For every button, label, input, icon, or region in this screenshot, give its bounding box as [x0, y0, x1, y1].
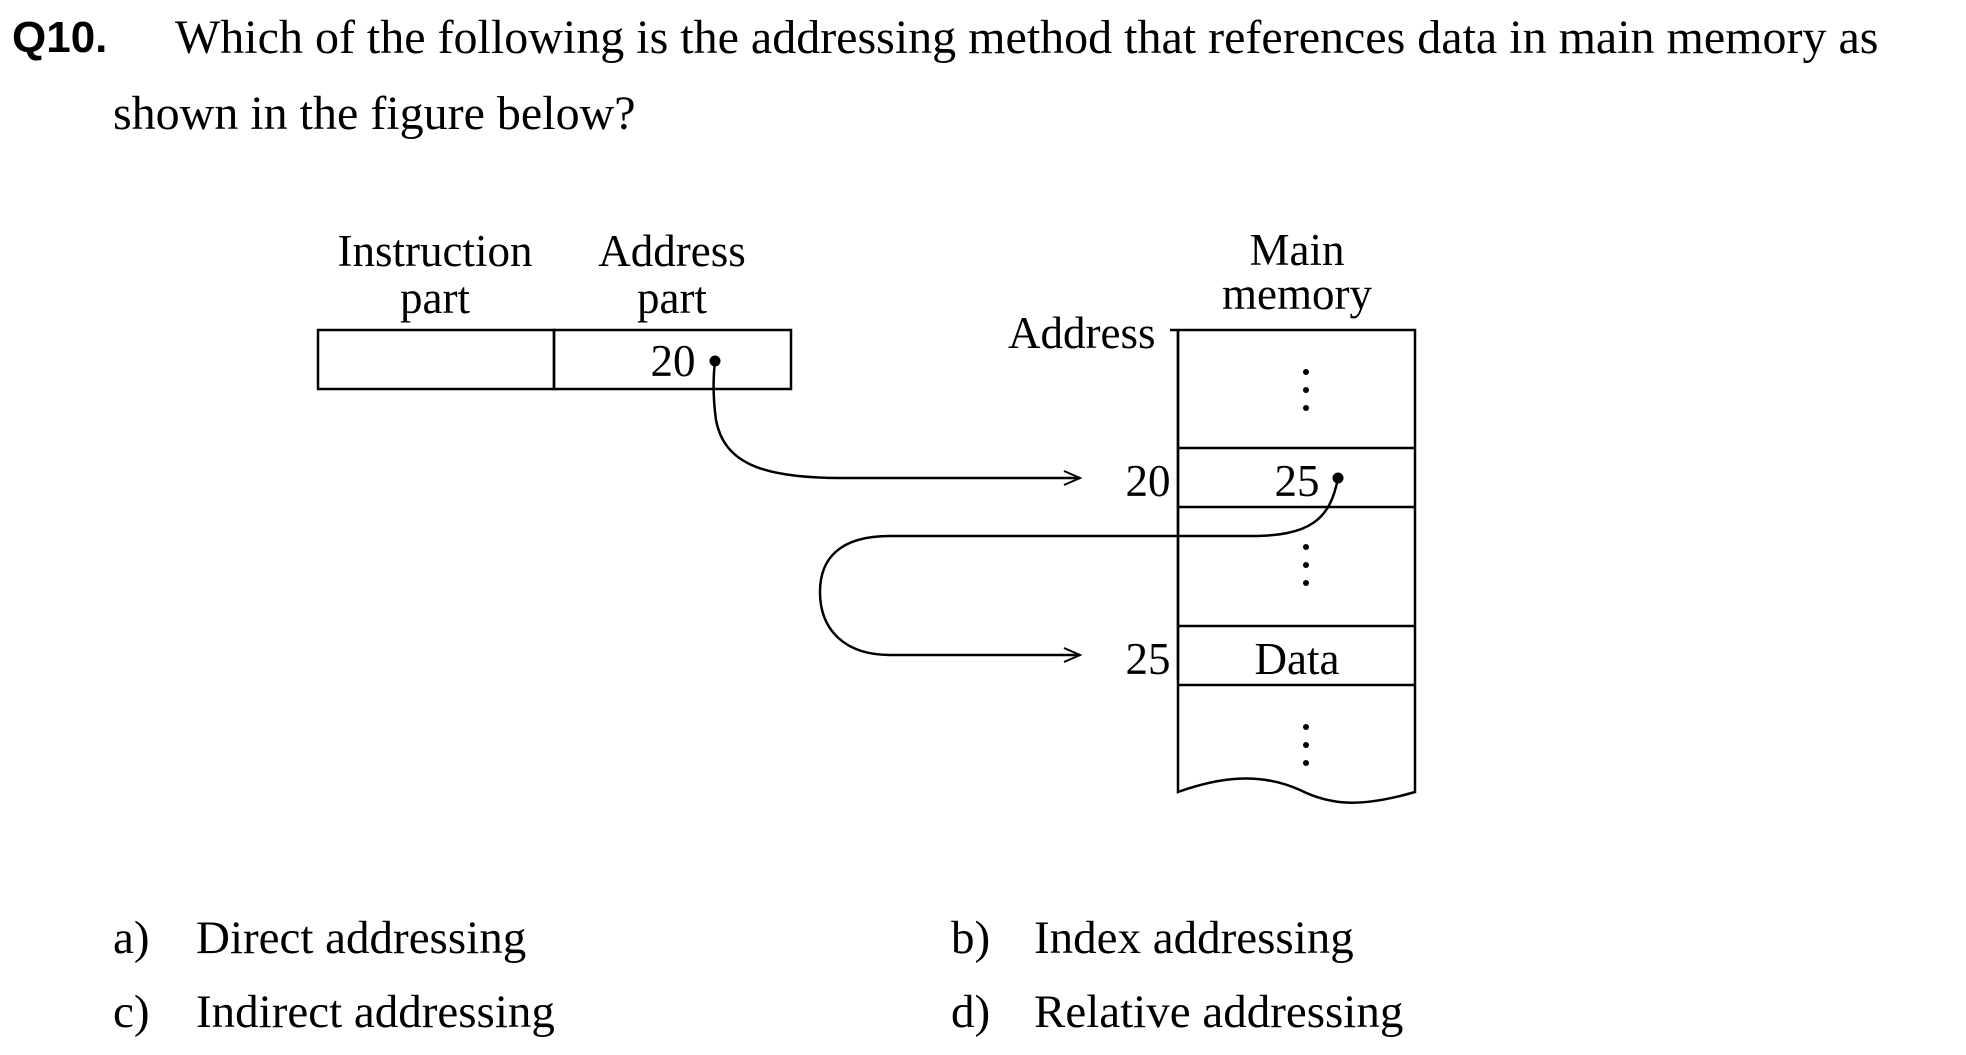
question-text-line-1: Which of the following is the addressing…	[175, 11, 1879, 64]
memory-address-20: 20	[1126, 456, 1171, 506]
option-b-letter: b)	[951, 912, 991, 964]
address-part-header-line-2: part	[637, 273, 707, 323]
question-number: Q10.	[12, 13, 108, 62]
option-a[interactable]: a) Direct addressing	[113, 908, 526, 968]
option-a-letter: a)	[113, 912, 150, 964]
main-memory-header-line-2: memory	[1222, 269, 1372, 319]
option-a-text: Direct addressing	[196, 912, 527, 964]
option-d-text: Relative addressing	[1034, 986, 1404, 1038]
address-part-header-line-1: Address	[598, 226, 745, 276]
pointer-arrow-to-address-20	[712, 360, 1080, 478]
memory-cell-data: Data	[1255, 634, 1340, 684]
memory-ellipsis-bottom	[1303, 724, 1309, 766]
question-text-line-2: shown in the figure below?	[113, 87, 636, 140]
address-part-box	[552, 328, 793, 391]
memory-ellipsis-top	[1303, 369, 1309, 411]
memory-ellipsis-middle	[1303, 544, 1309, 586]
instruction-part-header-line-2: part	[400, 273, 470, 323]
option-c[interactable]: c) Indirect addressing	[113, 982, 555, 1042]
address-column-label: Address	[1008, 308, 1155, 358]
instruction-part-box	[316, 328, 556, 391]
memory-cell-value-25: 25	[1275, 456, 1320, 506]
option-d-letter: d)	[951, 986, 991, 1038]
option-c-text: Indirect addressing	[196, 986, 555, 1038]
pointer-arrow-to-address-25	[818, 477, 1340, 655]
option-b-text: Index addressing	[1034, 912, 1354, 964]
memory-address-25: 25	[1126, 634, 1171, 684]
instruction-part-header-line-1: Instruction	[338, 226, 533, 276]
main-memory-header-line-1: Main	[1250, 225, 1345, 275]
option-c-letter: c)	[113, 986, 150, 1038]
option-d[interactable]: d) Relative addressing	[951, 982, 1403, 1042]
address-part-value: 20	[651, 336, 696, 386]
main-memory-block	[1176, 328, 1417, 804]
option-b[interactable]: b) Index addressing	[951, 908, 1354, 968]
